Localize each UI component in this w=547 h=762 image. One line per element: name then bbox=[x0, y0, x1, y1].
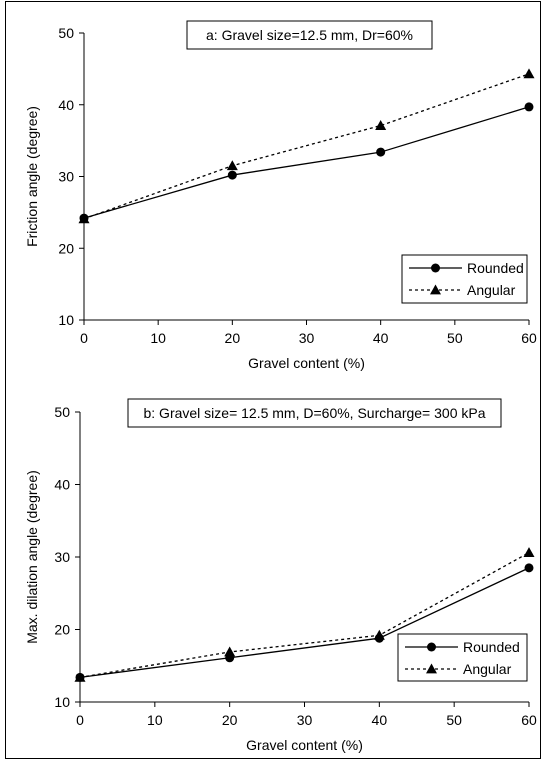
x-tick-label: 30 bbox=[297, 712, 313, 728]
legend: Rounded Angular bbox=[401, 254, 528, 304]
data-point-angular bbox=[226, 160, 238, 171]
series-line-rounded bbox=[79, 567, 530, 678]
data-point-angular bbox=[523, 68, 535, 79]
y-tick-label: 50 bbox=[54, 404, 70, 420]
legend-label-rounded: Rounded bbox=[463, 639, 520, 655]
series-angular bbox=[74, 547, 535, 682]
x-tick-label: 40 bbox=[372, 712, 388, 728]
data-point-rounded bbox=[227, 170, 237, 180]
y-tick-label: 50 bbox=[58, 25, 74, 41]
x-tick-label: 10 bbox=[150, 330, 166, 346]
x-tick-label: 60 bbox=[521, 330, 537, 346]
chart-panel-b: 10 20 30 40 50 0 10 20 30 40 50 60 Gravel content (%… bbox=[24, 398, 537, 753]
chart-title: a: Gravel size=12.5 mm, Dr=60% bbox=[206, 27, 413, 43]
x-tick-label: 0 bbox=[80, 330, 88, 346]
legend: Rounded Angular bbox=[397, 633, 528, 682]
chart-title: b: Gravel size= 12.5 mm, D=60%, Surcharg… bbox=[143, 405, 485, 421]
y-axis-label: Friction angle (degree) bbox=[24, 106, 40, 247]
data-point-angular bbox=[375, 120, 387, 130]
x-tick-label: 30 bbox=[299, 330, 315, 346]
y-tick-label: 30 bbox=[54, 549, 70, 565]
legend-label-angular: Angular bbox=[463, 661, 512, 677]
x-tick-label: 10 bbox=[147, 712, 163, 728]
x-axis-label: Gravel content (%) bbox=[246, 737, 363, 753]
legend-label-angular: Angular bbox=[467, 282, 516, 298]
y-tick-label: 40 bbox=[54, 477, 70, 493]
figure-frame bbox=[5, 1, 541, 759]
data-point-rounded bbox=[376, 147, 386, 157]
series-line-rounded bbox=[83, 106, 530, 219]
series-rounded bbox=[79, 102, 534, 223]
data-point-rounded bbox=[524, 102, 534, 112]
x-tick-label: 20 bbox=[222, 712, 238, 728]
data-point-angular bbox=[373, 629, 385, 640]
legend-marker-angular bbox=[426, 663, 437, 674]
series-angular bbox=[78, 68, 535, 224]
x-tick-label: 60 bbox=[521, 712, 537, 728]
chart-title-box bbox=[186, 20, 433, 50]
data-point-angular bbox=[74, 671, 86, 682]
legend-box bbox=[401, 254, 528, 304]
data-point-rounded bbox=[524, 563, 534, 573]
x-axis-label: Gravel content (%) bbox=[248, 355, 365, 371]
chart-panel-a: 10 20 30 40 50 0 10 20 30 40 50 60 Gravel content (%… bbox=[24, 20, 537, 371]
y-tick-label: 20 bbox=[58, 240, 74, 256]
legend-marker-angular bbox=[430, 284, 441, 295]
data-point-angular bbox=[78, 213, 90, 224]
y-tick-label: 20 bbox=[54, 622, 70, 638]
x-tick-label: 50 bbox=[446, 712, 462, 728]
chart-title-box bbox=[127, 398, 502, 428]
x-tick-label: 40 bbox=[373, 330, 389, 346]
legend-box bbox=[397, 633, 528, 682]
y-axis-label: Max. dilation angle (degree) bbox=[24, 470, 40, 644]
y-tick-label: 40 bbox=[58, 97, 74, 113]
series-line-angular bbox=[83, 73, 530, 220]
x-tick-label: 20 bbox=[225, 330, 241, 346]
legend-marker-rounded bbox=[427, 642, 436, 652]
data-point-angular bbox=[523, 547, 535, 558]
data-point-angular bbox=[224, 646, 236, 657]
legend-marker-rounded bbox=[431, 263, 440, 273]
y-tick-label: 10 bbox=[54, 694, 70, 710]
legend-label-rounded: Rounded bbox=[467, 260, 524, 276]
y-tick-label: 30 bbox=[58, 169, 74, 185]
x-tick-label: 0 bbox=[76, 712, 84, 728]
x-tick-label: 50 bbox=[447, 330, 463, 346]
y-tick-label: 10 bbox=[58, 312, 74, 328]
